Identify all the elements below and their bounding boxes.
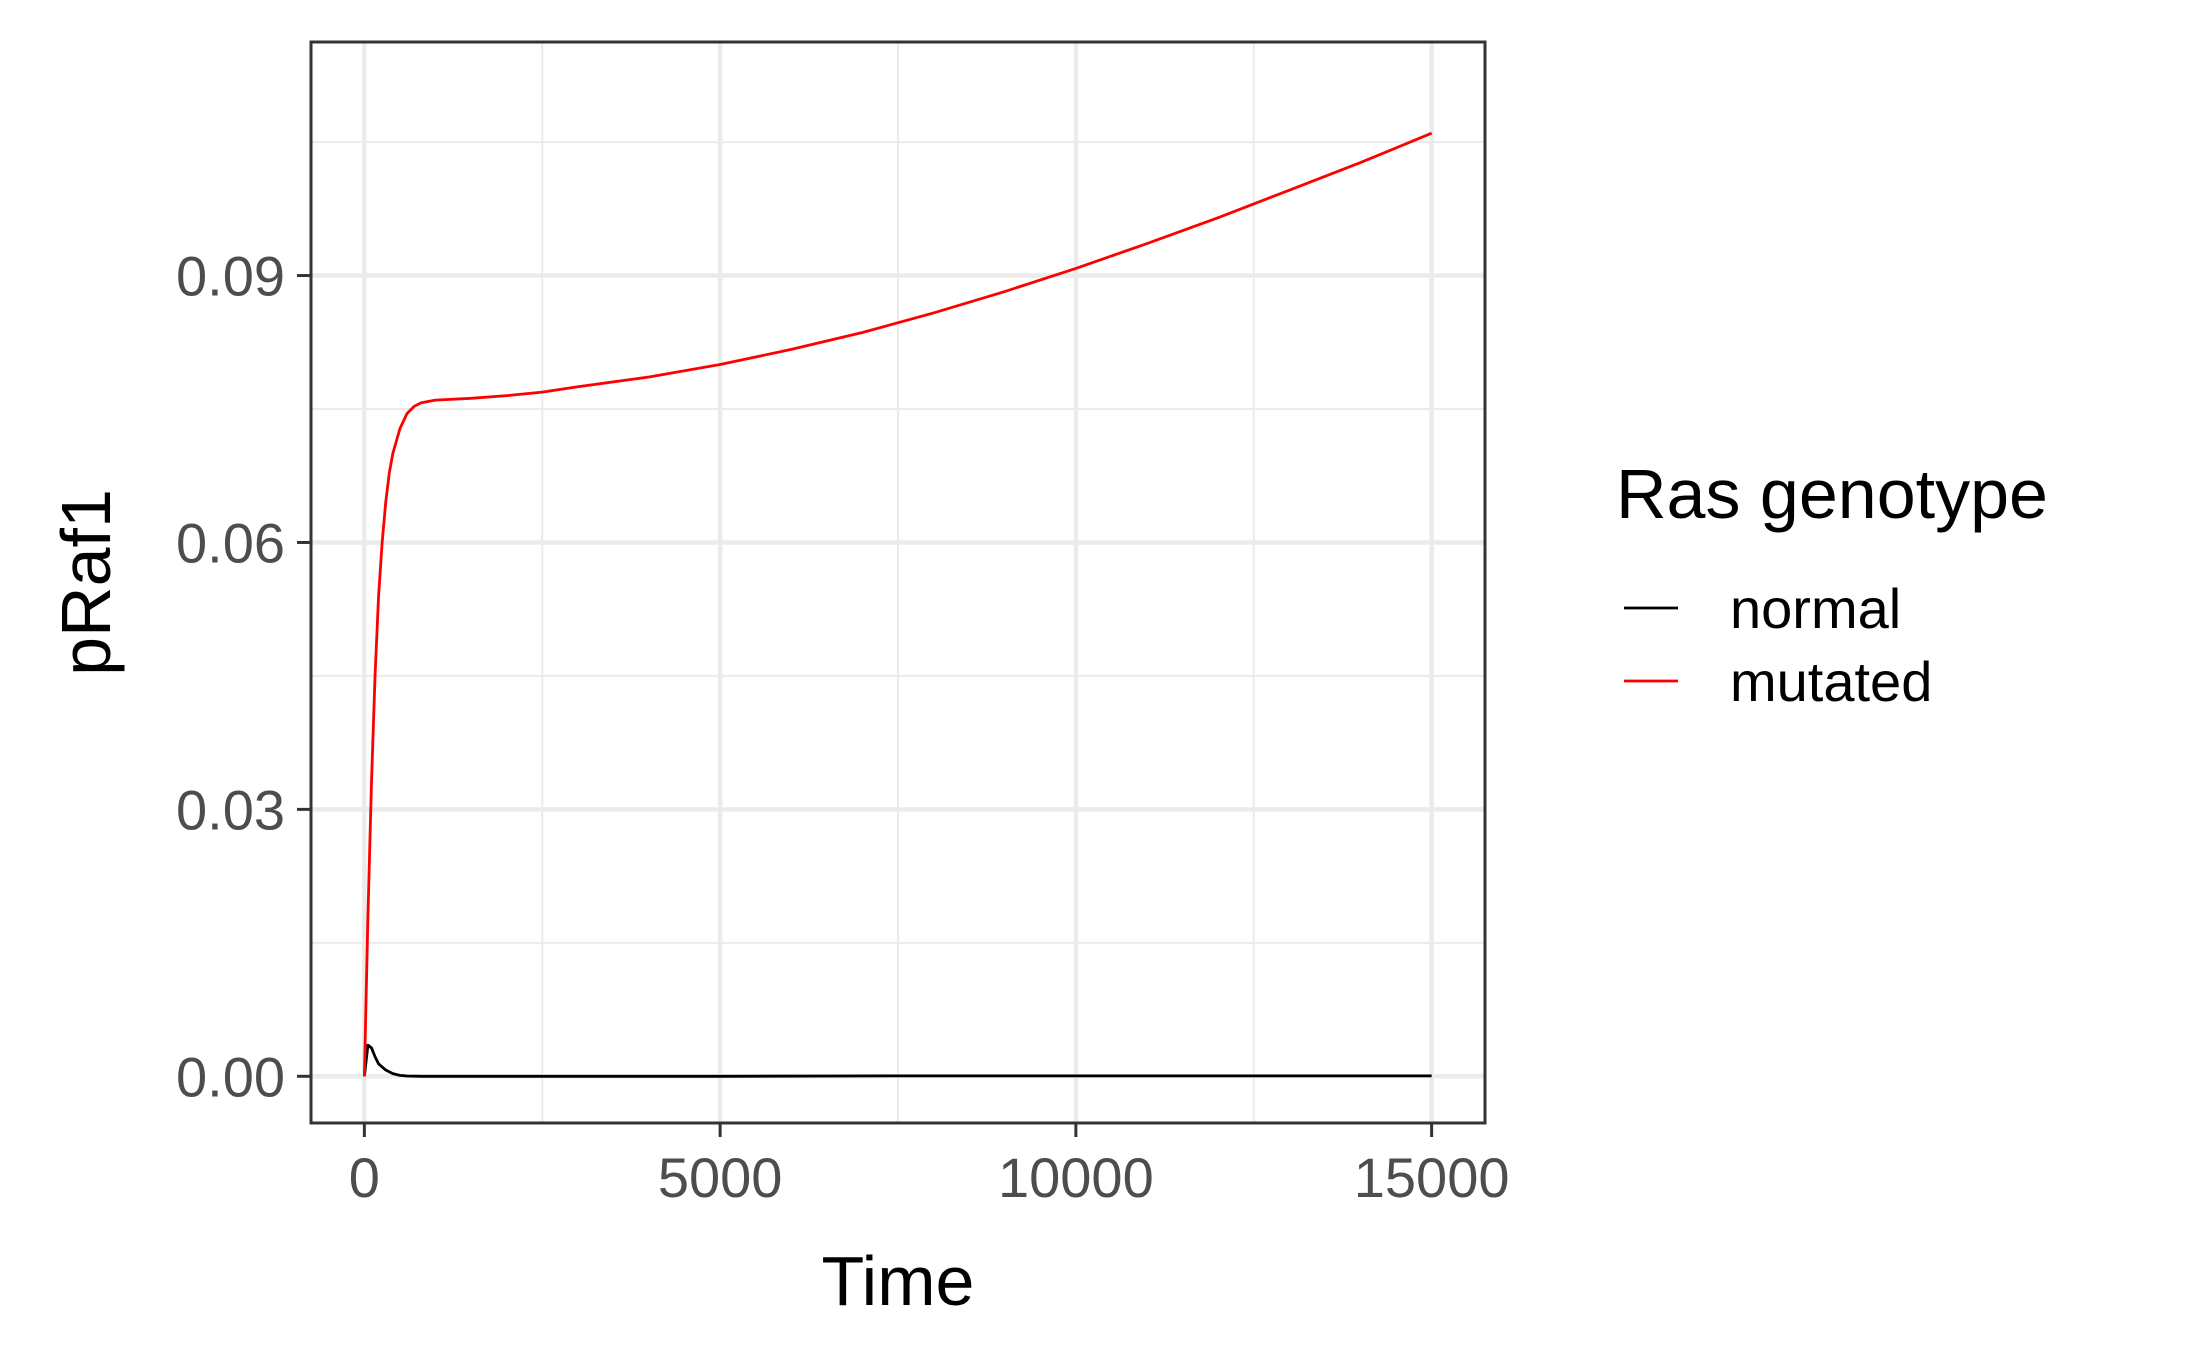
y-axis-title: pRaf1 bbox=[47, 489, 125, 676]
legend-items: normal mutated bbox=[1624, 577, 1932, 713]
series-lines bbox=[362, 131, 1433, 1078]
legend-title: Ras genotype bbox=[1616, 455, 2048, 533]
y-tick-label: 0.09 bbox=[176, 245, 285, 308]
x-tick-label: 5000 bbox=[658, 1146, 783, 1209]
axis-ticks bbox=[297, 274, 1434, 1137]
x-tick-label: 15000 bbox=[1354, 1146, 1510, 1209]
x-tick-label: 10000 bbox=[998, 1146, 1154, 1209]
y-tick-label: 0.06 bbox=[176, 511, 285, 574]
series-line-mutated bbox=[362, 131, 1433, 1077]
series-line-normal bbox=[362, 1043, 1432, 1078]
legend-item-mutated: mutated bbox=[1624, 650, 1932, 713]
plot-panel-border bbox=[309, 40, 1487, 1125]
legend-item-normal: normal bbox=[1624, 577, 1901, 640]
legend-label: mutated bbox=[1730, 650, 1932, 713]
y-tick-label: 0.03 bbox=[176, 778, 285, 841]
legend-label: normal bbox=[1730, 577, 1901, 640]
x-tick-label: 0 bbox=[349, 1146, 380, 1209]
legend: Ras genotype normal mutated bbox=[1616, 455, 2048, 713]
tick-labels: 0 5000 10000 15000 0.00 0.03 0.06 0.09 bbox=[176, 245, 1510, 1209]
x-axis-title: Time bbox=[822, 1242, 975, 1320]
minor-gridlines bbox=[311, 42, 1485, 1123]
y-tick-label: 0.00 bbox=[176, 1045, 285, 1108]
